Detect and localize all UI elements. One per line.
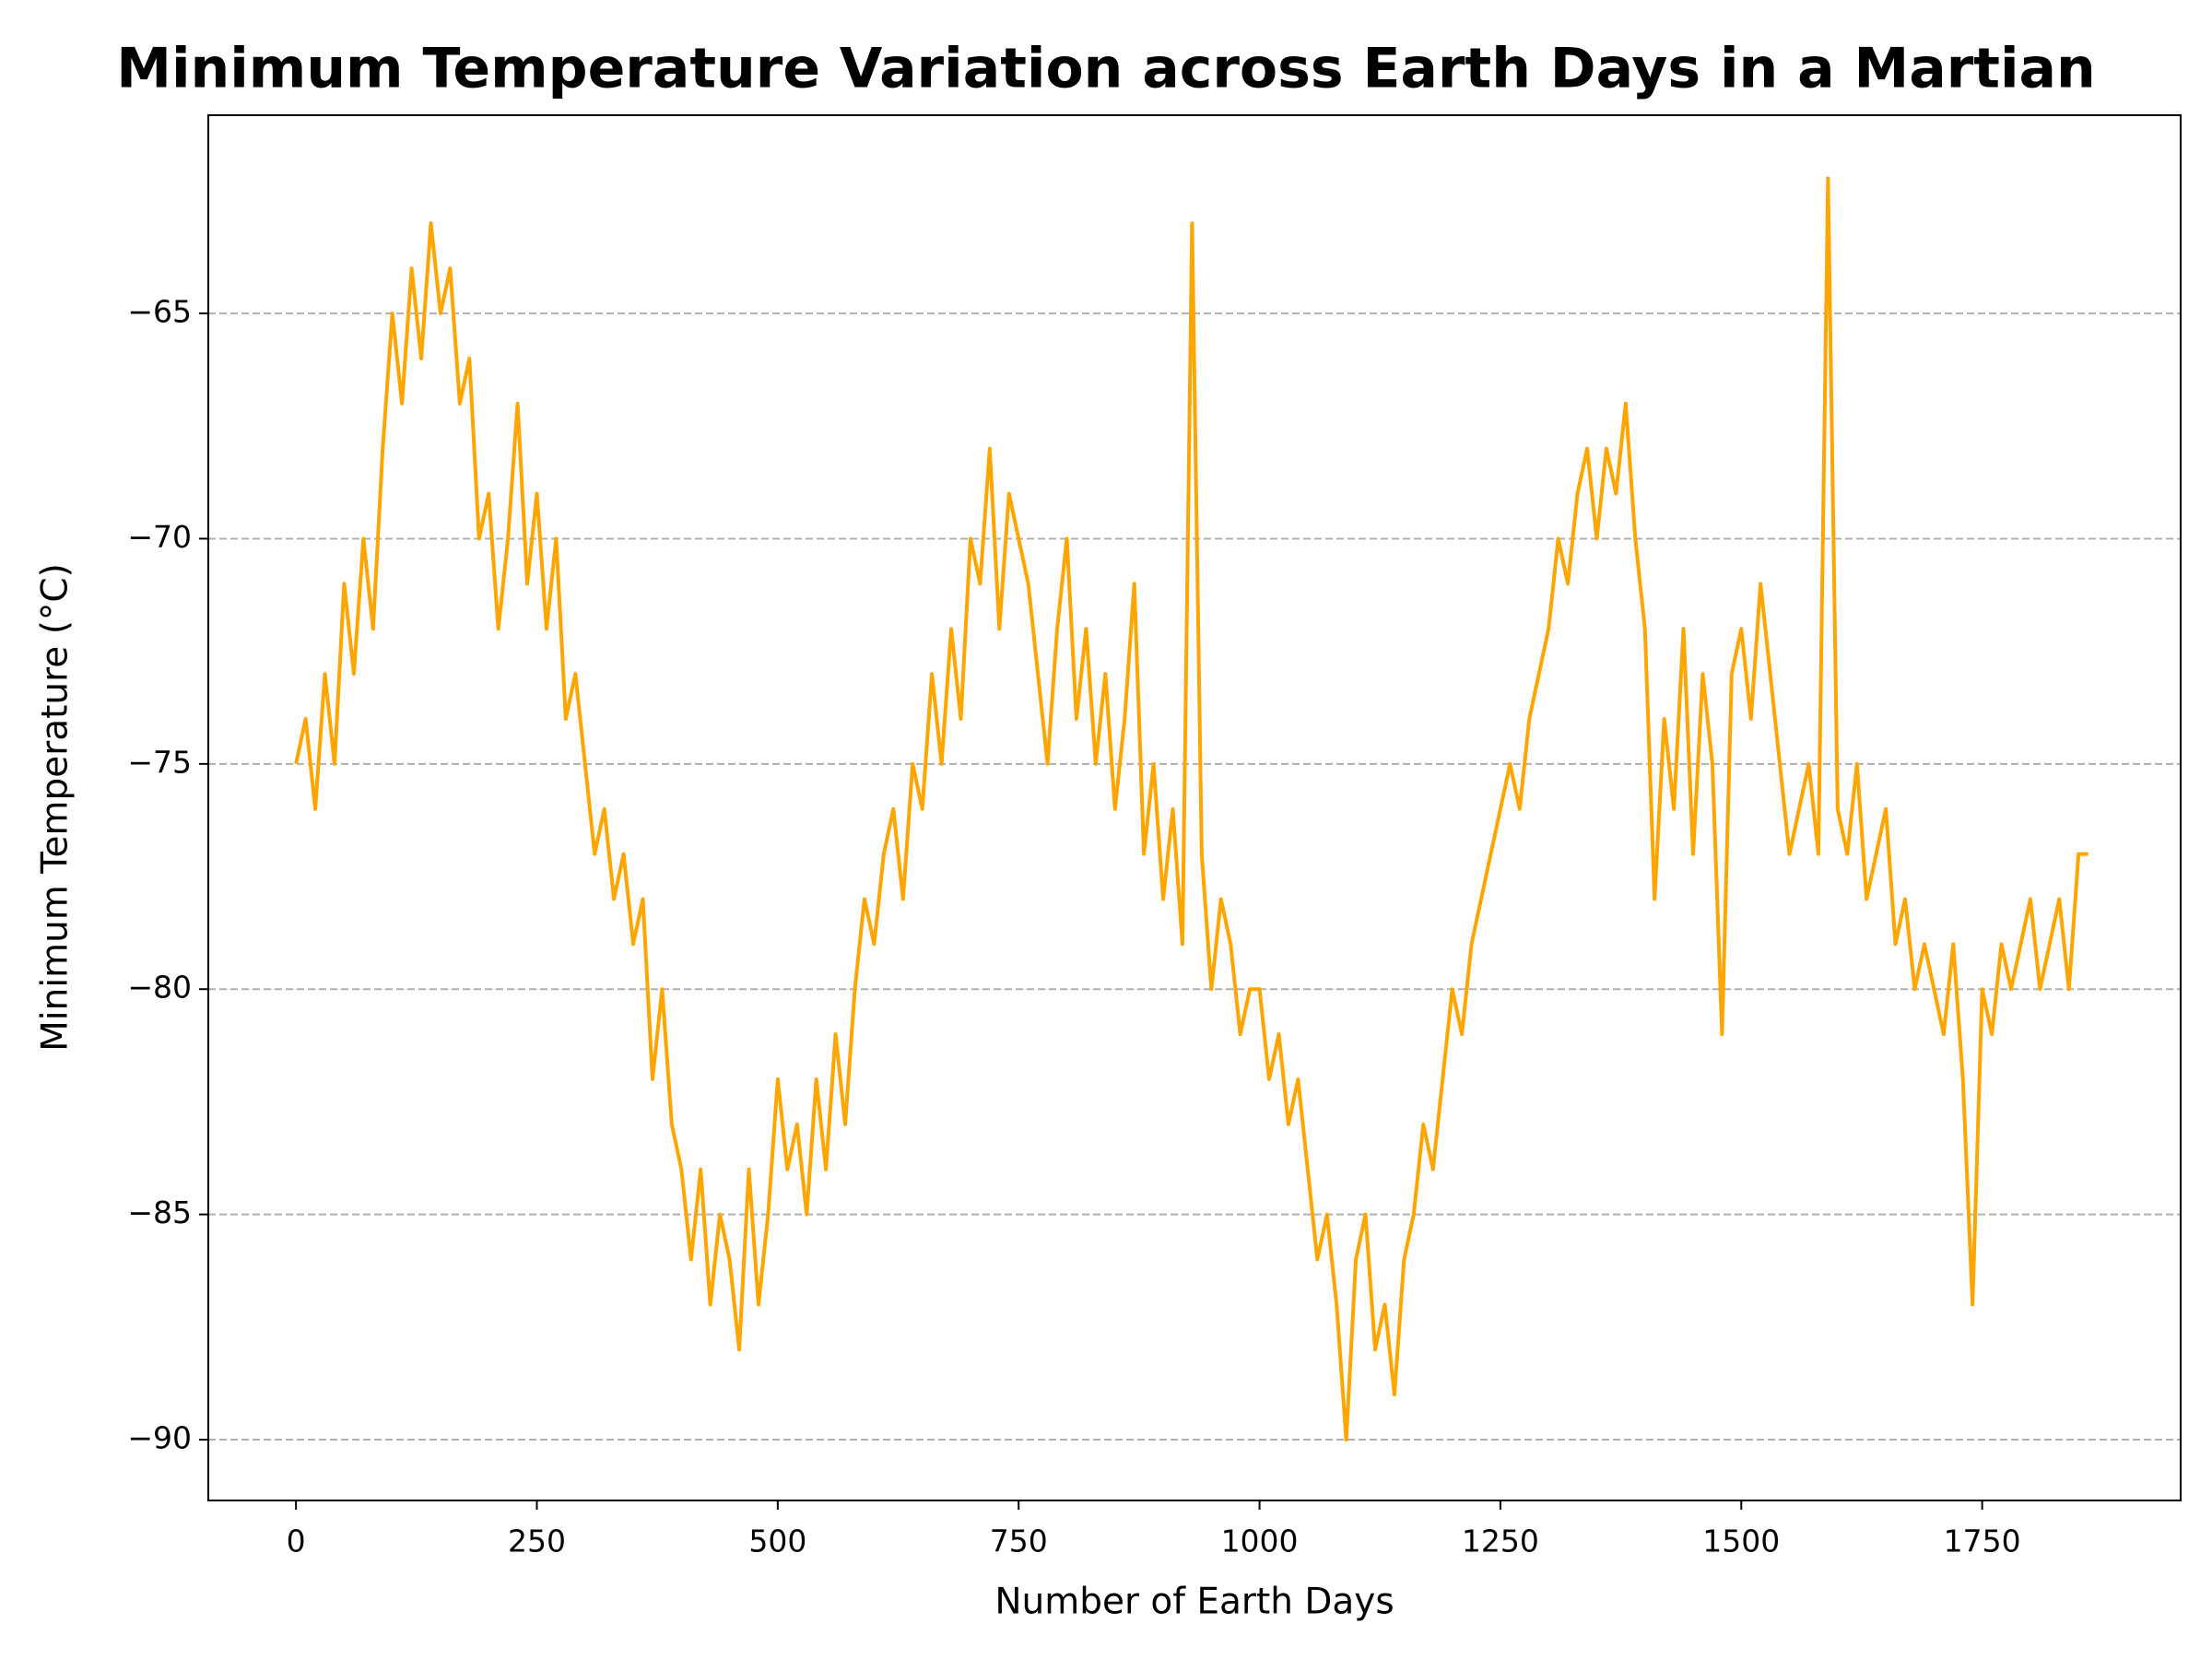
x-axis-label: Number of Earth Days [994,1582,1394,1623]
x-tick-label: 1250 [1462,1524,1539,1559]
y-tick-label: −75 [127,744,192,780]
x-tick-label: 1000 [1221,1524,1299,1559]
y-axis-label: Minimum Temperature (°C) [35,563,76,1052]
data-line [294,176,2088,1442]
x-tick-label: 250 [508,1524,566,1559]
chart-title: Minimum Temperature Variation across Ear… [116,37,2096,101]
x-tick-label: 1500 [1702,1524,1780,1559]
plot-frame [207,114,2182,1501]
x-tick-label: 750 [990,1524,1048,1559]
y-tick-label: −80 [127,970,192,1006]
y-tick-label: −65 [127,294,192,330]
y-tick-label: −85 [127,1194,192,1230]
y-tick-label: −70 [127,519,192,555]
y-tick-label: −90 [127,1420,192,1456]
x-tick-label: 500 [748,1524,806,1559]
x-tick-label: 1750 [1944,1524,2021,1559]
x-tick-label: 0 [287,1524,306,1559]
